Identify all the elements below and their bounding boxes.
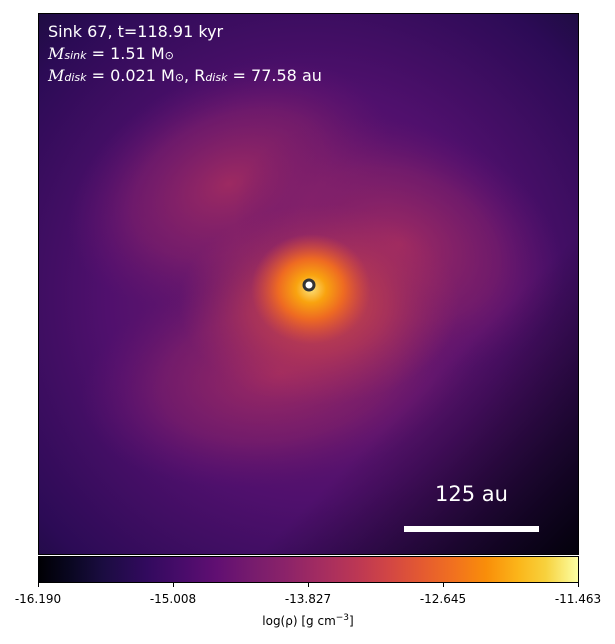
scalebar [404, 526, 539, 532]
colorbar-tick-label: -11.463 [554, 592, 602, 606]
annotation-line1: Sink 67, t=118.91 kyr [48, 22, 224, 41]
scalebar-label: 125 au [435, 482, 508, 506]
sink-marker [302, 278, 316, 292]
density-map: Sink 67, t=118.91 kyr Msink = 1.51 M⊙ Md… [38, 13, 579, 555]
colorbar-tick-label: -12.645 [419, 592, 467, 606]
colorbar-label: log(ρ) [g cm−3] [262, 613, 354, 628]
colorbar-tick [38, 583, 39, 587]
density-image [39, 14, 578, 554]
colorbar-tick [173, 583, 174, 587]
colorbar-tick [578, 583, 579, 587]
colorbar [38, 556, 579, 583]
colorbar-tick-label: -16.190 [14, 592, 62, 606]
colorbar-tick [308, 583, 309, 587]
annotation-disk: Mdisk = 0.021 M⊙, Rdisk = 77.58 au [48, 66, 322, 85]
sun-symbol: ⊙ [174, 71, 185, 84]
annotation-sink-mass: Msink = 1.51 M⊙ [48, 44, 174, 63]
colorbar-tick-label: -15.008 [149, 592, 197, 606]
colorbar-tick [443, 583, 444, 587]
colorbar-tick-label: -13.827 [284, 592, 332, 606]
